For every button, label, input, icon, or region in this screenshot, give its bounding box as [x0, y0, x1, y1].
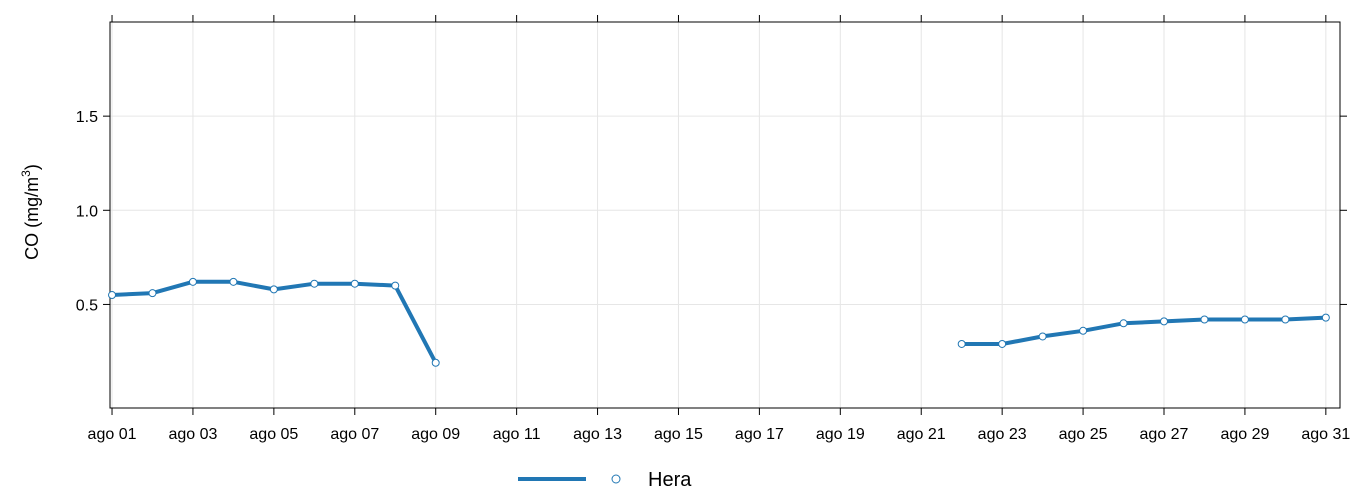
- x-tick-label: ago 09: [411, 426, 460, 443]
- data-point: [1200, 315, 1209, 324]
- legend-marker-hera: [611, 474, 621, 484]
- y-tick-label: 1.5: [76, 109, 98, 126]
- data-point: [391, 281, 400, 290]
- data-point: [350, 279, 359, 288]
- x-tick-label: ago 19: [816, 426, 865, 443]
- gridlines: [110, 22, 1340, 408]
- data-point: [1119, 319, 1128, 328]
- data-point: [1038, 332, 1047, 341]
- x-tick-label: ago 17: [735, 426, 784, 443]
- series-line-segment: [959, 315, 1328, 346]
- y-axis-title: CO (mg/m3): [19, 164, 42, 260]
- x-tick-label: ago 29: [1220, 426, 1269, 443]
- data-point: [998, 339, 1007, 348]
- data-point: [148, 289, 157, 298]
- legend: Hera: [518, 469, 692, 488]
- data-point: [1240, 315, 1249, 324]
- data-point: [1281, 315, 1290, 324]
- x-tick-label: ago 03: [168, 426, 217, 443]
- x-tick-label: ago 23: [978, 426, 1027, 443]
- x-tick-label: ago 27: [1140, 426, 1189, 443]
- y-tick-label: 1.0: [76, 203, 98, 220]
- data-point: [431, 358, 440, 367]
- x-tick-label: ago 21: [897, 426, 946, 443]
- x-tick-label: ago 25: [1059, 426, 1108, 443]
- x-tick-label: ago 07: [330, 426, 379, 443]
- series-points: [108, 277, 1330, 367]
- x-tick-label: ago 05: [249, 426, 298, 443]
- x-tick-label: ago 01: [88, 426, 137, 443]
- y-tick-label: 0.5: [76, 297, 98, 314]
- data-point: [1321, 313, 1330, 322]
- data-point: [188, 277, 197, 286]
- x-tick-label: ago 11: [493, 426, 541, 443]
- legend-label-hera: Hera: [648, 469, 692, 488]
- x-tick-label: ago 13: [573, 426, 622, 443]
- x-tick-label: ago 15: [654, 426, 703, 443]
- tick-labels: ago 01 ago 03 ago 05 ago 07 ago 09 ago 11 ago …: [76, 109, 1351, 443]
- data-point: [269, 285, 278, 294]
- data-point: [957, 339, 966, 348]
- data-point: [108, 291, 117, 300]
- data-point: [229, 277, 238, 286]
- axis-ticks: [103, 15, 1347, 415]
- data-point: [1079, 326, 1088, 335]
- x-tick-label: ago 31: [1301, 426, 1350, 443]
- data-point: [310, 279, 319, 288]
- plot-frame: [109, 21, 1341, 409]
- series-lines: [110, 279, 1328, 365]
- data-point: [1159, 317, 1168, 326]
